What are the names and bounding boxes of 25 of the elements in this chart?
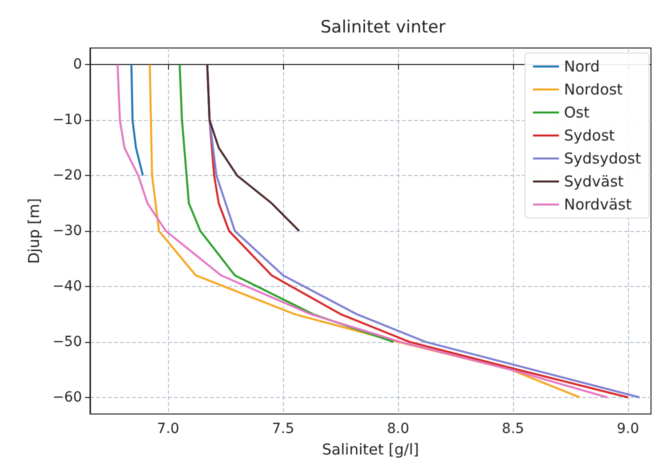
line-series xyxy=(130,64,144,177)
legend-label: Sydväst xyxy=(564,172,624,190)
x-tick-label: 7.0 xyxy=(157,421,180,437)
y-tick-label: −30 xyxy=(52,223,82,239)
x-tick-label: 8.5 xyxy=(502,421,524,437)
y-tick-label: −40 xyxy=(52,278,82,294)
legend-label: Ost xyxy=(564,104,590,122)
line-series xyxy=(206,64,300,232)
legend-label: Nordost xyxy=(564,80,623,98)
y-tick-label: −20 xyxy=(52,168,82,184)
legend-label: Nord xyxy=(564,58,600,76)
y-tick-label: −10 xyxy=(52,112,82,128)
y-axis-title: Djup [m] xyxy=(25,198,44,264)
y-tick-label: 0 xyxy=(73,56,82,73)
legend-label: Nordväst xyxy=(564,196,632,214)
x-tick-label: 9.0 xyxy=(616,421,640,437)
line-series xyxy=(178,64,394,343)
y-tick-label: −60 xyxy=(52,389,82,406)
legend-label: Sydost xyxy=(564,126,615,144)
x-tick-label: 7.5 xyxy=(272,421,294,437)
legend-label: Sydsydost xyxy=(564,150,642,168)
x-tick-label: 8.0 xyxy=(386,421,410,437)
x-axis-title: Salinitet [g/l] xyxy=(322,440,419,458)
y-tick-label: −50 xyxy=(52,334,82,350)
chart-title: Salinitet vinter xyxy=(320,18,446,38)
